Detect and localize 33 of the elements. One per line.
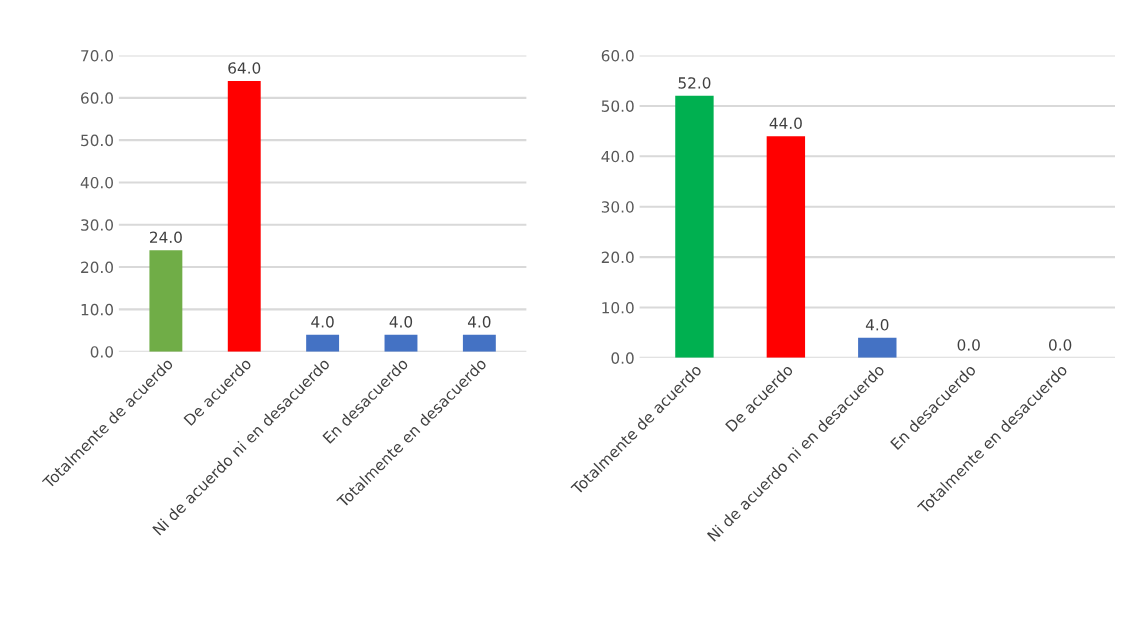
y-tick-label: 10.0 bbox=[602, 301, 634, 314]
y-tick-label: 30.0 bbox=[81, 219, 113, 231]
data-label: 4.0 bbox=[311, 316, 334, 328]
bar bbox=[858, 337, 897, 358]
data-label: 4.0 bbox=[389, 316, 413, 328]
data-label: 0.0 bbox=[957, 339, 980, 351]
bar bbox=[384, 334, 418, 352]
y-tick-label: 10.0 bbox=[81, 303, 113, 316]
data-label: 0.0 bbox=[1049, 339, 1072, 351]
y-tick-label: 0.0 bbox=[611, 352, 634, 364]
y-tick-label: 60.0 bbox=[601, 50, 634, 62]
bar bbox=[227, 80, 261, 352]
bar bbox=[306, 334, 340, 352]
y-tick-label: 0.0 bbox=[90, 346, 113, 358]
data-label: 24.0 bbox=[149, 231, 182, 244]
y-tick-label: 20.0 bbox=[81, 261, 113, 274]
y-tick-label: 20.0 bbox=[601, 251, 634, 264]
data-label: 44.0 bbox=[769, 117, 802, 130]
y-tick-label: 40.0 bbox=[80, 176, 113, 189]
data-label: 52.0 bbox=[678, 77, 711, 89]
bar bbox=[149, 250, 183, 352]
bar bbox=[766, 136, 806, 358]
bar bbox=[675, 95, 714, 358]
y-tick-label: 50.0 bbox=[81, 134, 113, 147]
y-tick-label: 60.0 bbox=[81, 92, 113, 104]
data-label: 4.0 bbox=[467, 316, 491, 328]
y-tick-label: 50.0 bbox=[601, 100, 634, 112]
y-tick-label: 70.0 bbox=[81, 50, 113, 62]
y-tick-label: 30.0 bbox=[601, 201, 634, 213]
data-label: 64.0 bbox=[228, 62, 261, 74]
y-tick-label: 40.0 bbox=[601, 150, 634, 163]
bar bbox=[462, 334, 496, 352]
data-label: 4.0 bbox=[865, 319, 889, 331]
